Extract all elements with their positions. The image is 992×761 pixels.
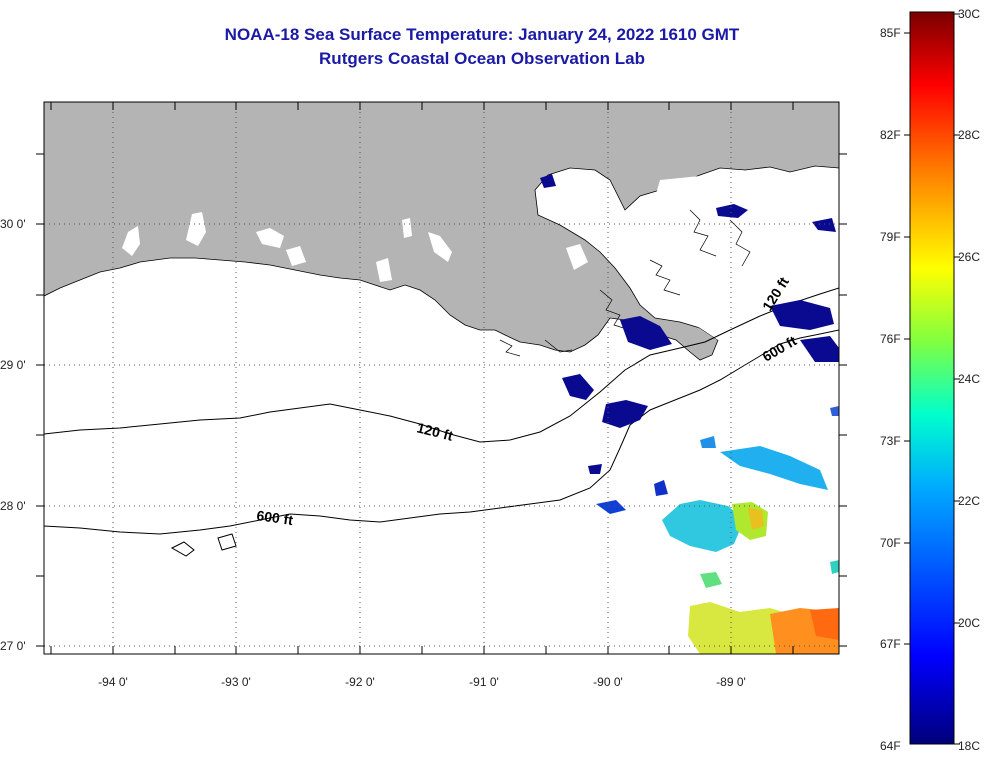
colorbar-label-f: 76F	[880, 332, 901, 346]
colorbar-label-c: 18C	[958, 739, 980, 753]
marsh-detail	[499, 209, 751, 357]
colorbar-label-c: 28C	[958, 128, 980, 142]
lon-label: -94 0'	[98, 675, 128, 689]
map-border	[43, 101, 840, 655]
colorbar-label-c: 22C	[958, 494, 980, 508]
colorbar	[909, 11, 955, 745]
colorbar-ticks	[904, 13, 960, 745]
colorbar-label-f: 82F	[880, 128, 901, 142]
lat-label: 27 0'	[0, 639, 26, 653]
lon-label: -90 0'	[593, 675, 623, 689]
colorbar-label-c: 24C	[958, 372, 980, 386]
graticule	[44, 102, 839, 654]
axis-ticks	[36, 102, 847, 654]
lat-label: 29 0'	[0, 358, 26, 372]
lon-label: -92 0'	[345, 675, 375, 689]
lon-label: -89 0'	[716, 675, 746, 689]
map-subtitle: Rutgers Coastal Ocean Observation Lab	[319, 49, 645, 68]
lat-label: 28 0'	[0, 499, 26, 513]
colorbar-label-f: 64F	[880, 739, 901, 753]
lon-label: -93 0'	[221, 675, 251, 689]
colorbar-label-c: 20C	[958, 616, 980, 630]
colorbar-label-c: 26C	[958, 250, 980, 264]
sst-data	[540, 174, 839, 654]
colorbar-label-f: 79F	[880, 230, 901, 244]
colorbar-label-f: 70F	[880, 536, 901, 550]
contour-lines	[44, 287, 839, 557]
lakes	[122, 170, 839, 340]
colorbar-label-c: 30C	[958, 7, 980, 21]
lat-label: 30 0'	[0, 217, 26, 231]
colorbar-label-f: 67F	[880, 637, 901, 651]
colorbar-label-f: 73F	[880, 434, 901, 448]
map-title: NOAA-18 Sea Surface Temperature: January…	[224, 25, 740, 44]
colorbar-label-f: 85F	[880, 26, 901, 40]
lon-label: -91 0'	[469, 675, 499, 689]
contour-label: 600 ft	[256, 507, 295, 528]
